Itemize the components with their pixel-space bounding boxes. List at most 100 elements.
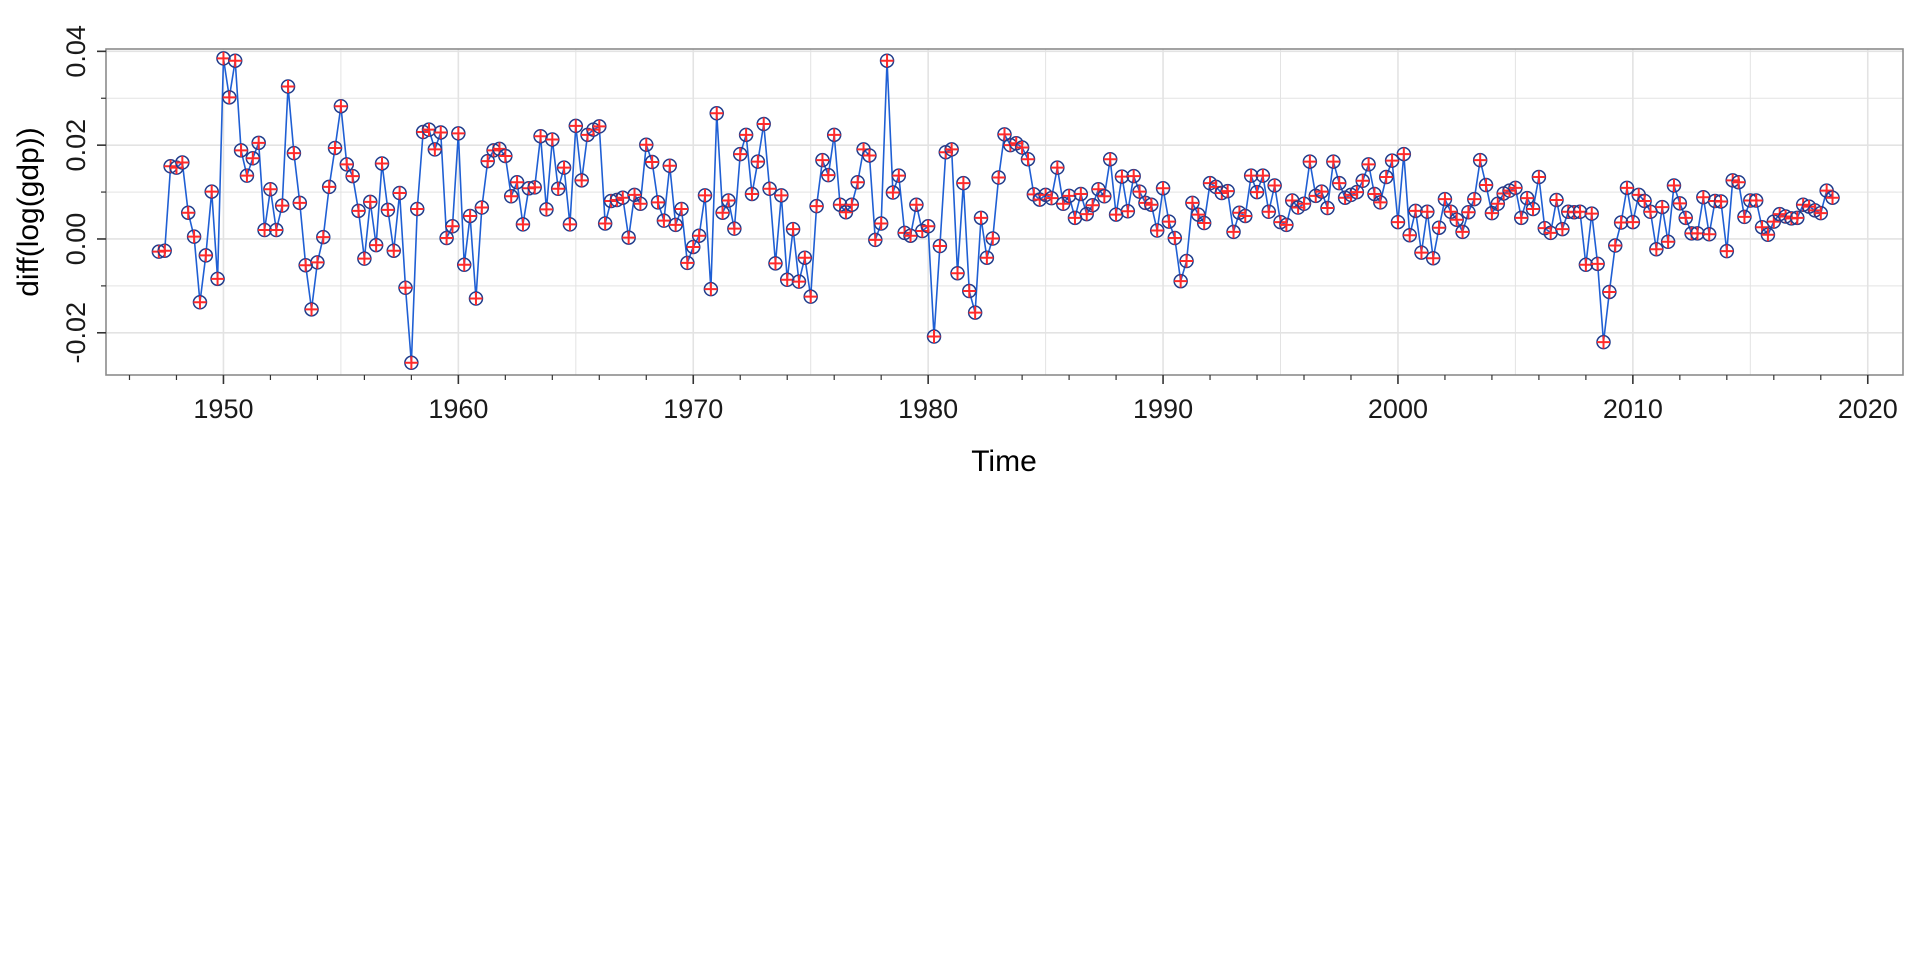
point-plus-marker: [222, 90, 236, 104]
data-point: [762, 181, 777, 197]
data-point: [1666, 178, 1682, 193]
point-plus-marker: [1526, 202, 1540, 216]
data-point: [1607, 238, 1623, 253]
point-plus-marker: [252, 136, 266, 150]
data-point: [1713, 194, 1729, 209]
data-point: [932, 238, 948, 254]
data-point: [1349, 184, 1365, 200]
point-plus-marker: [821, 168, 835, 182]
point-plus-marker: [305, 302, 319, 316]
data-point: [157, 243, 172, 258]
point-plus-marker: [246, 151, 260, 165]
point-plus-marker: [1156, 181, 1170, 195]
point-plus-marker: [721, 194, 735, 208]
data-point: [286, 145, 302, 161]
data-point: [967, 305, 983, 320]
point-plus-marker: [381, 203, 395, 217]
data-point: [427, 142, 443, 157]
x-axis-title: Time: [971, 445, 1037, 478]
point-plus-marker: [375, 156, 389, 170]
point-plus-marker: [193, 295, 207, 309]
data-point: [738, 127, 754, 143]
point-plus-marker: [258, 223, 272, 237]
point-plus-marker: [1473, 153, 1487, 167]
point-plus-marker: [592, 119, 606, 133]
point-plus-marker: [1262, 205, 1276, 219]
data-point: [1549, 192, 1564, 208]
point-plus-marker: [692, 229, 706, 243]
point-plus-marker: [457, 258, 471, 272]
point-plus-marker: [992, 171, 1006, 185]
point-plus-marker: [1068, 211, 1082, 225]
point-plus-marker: [1127, 169, 1141, 183]
data-point: [1484, 205, 1500, 221]
point-plus-marker: [187, 230, 201, 244]
data-point: [674, 201, 689, 217]
point-plus-marker: [892, 169, 906, 183]
data-point: [774, 188, 789, 203]
point-plus-marker: [1244, 169, 1258, 183]
point-plus-marker: [1696, 190, 1710, 204]
point-plus-marker: [1015, 141, 1029, 155]
data-point: [245, 151, 261, 166]
point-plus-marker: [1279, 218, 1293, 232]
point-plus-marker: [1732, 175, 1746, 189]
data-point: [1249, 184, 1265, 200]
data-point: [639, 137, 654, 152]
data-point: [1126, 168, 1141, 184]
data-point: [785, 221, 801, 237]
point-plus-marker: [727, 222, 741, 236]
point-plus-marker: [868, 233, 882, 247]
data-point: [556, 160, 572, 175]
point-plus-marker: [1450, 213, 1464, 227]
data-point: [920, 219, 936, 234]
data-point: [1085, 197, 1100, 213]
data-point: [815, 152, 830, 168]
x-tick-label: 2000: [1368, 394, 1428, 424]
point-plus-marker: [181, 206, 195, 220]
point-plus-marker: [1679, 211, 1693, 225]
data-point: [280, 79, 296, 94]
data-point: [997, 127, 1012, 142]
point-plus-marker: [275, 199, 289, 213]
point-plus-marker: [827, 128, 841, 142]
data-point: [1461, 204, 1476, 220]
data-point: [456, 257, 472, 273]
point-plus-marker: [1303, 155, 1317, 169]
point-plus-marker: [1649, 242, 1663, 256]
series-gdp-growth: [151, 51, 1840, 371]
data-point: [1155, 181, 1171, 196]
point-plus-marker: [557, 161, 571, 175]
data-point: [873, 216, 889, 231]
data-point: [850, 174, 865, 190]
x-axis: 1950 1960 1970 1980 1990 2000 2010 2020: [128, 375, 1898, 424]
data-point: [1402, 227, 1417, 243]
data-point: [1813, 205, 1829, 221]
point-plus-marker: [287, 146, 301, 160]
point-plus-marker: [968, 306, 982, 320]
data-point: [1161, 214, 1177, 229]
point-plus-marker: [234, 143, 248, 157]
point-plus-marker: [563, 217, 577, 231]
point-plus-marker: [792, 275, 806, 289]
point-plus-marker: [974, 211, 988, 225]
point-plus-marker: [1350, 185, 1364, 199]
point-plus-marker: [998, 127, 1011, 141]
point-plus-marker: [1655, 200, 1669, 214]
point-plus-marker: [1103, 152, 1117, 166]
point-plus-marker: [951, 266, 965, 280]
data-point: [451, 126, 466, 141]
data-point: [574, 173, 589, 188]
data-point: [1149, 223, 1165, 238]
data-point: [926, 329, 942, 344]
data-point: [1014, 140, 1030, 155]
point-plus-marker: [410, 202, 424, 216]
point-plus-marker: [1238, 209, 1252, 223]
data-point: [744, 186, 760, 202]
point-plus-marker: [962, 284, 976, 298]
data-point: [662, 158, 678, 174]
point-plus-marker: [211, 272, 225, 286]
data-point: [1790, 210, 1805, 226]
data-point: [862, 148, 877, 163]
